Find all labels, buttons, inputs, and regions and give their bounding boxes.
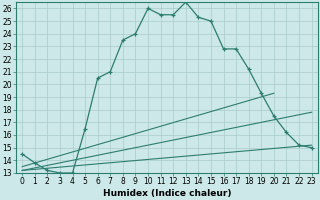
X-axis label: Humidex (Indice chaleur): Humidex (Indice chaleur) — [103, 189, 231, 198]
